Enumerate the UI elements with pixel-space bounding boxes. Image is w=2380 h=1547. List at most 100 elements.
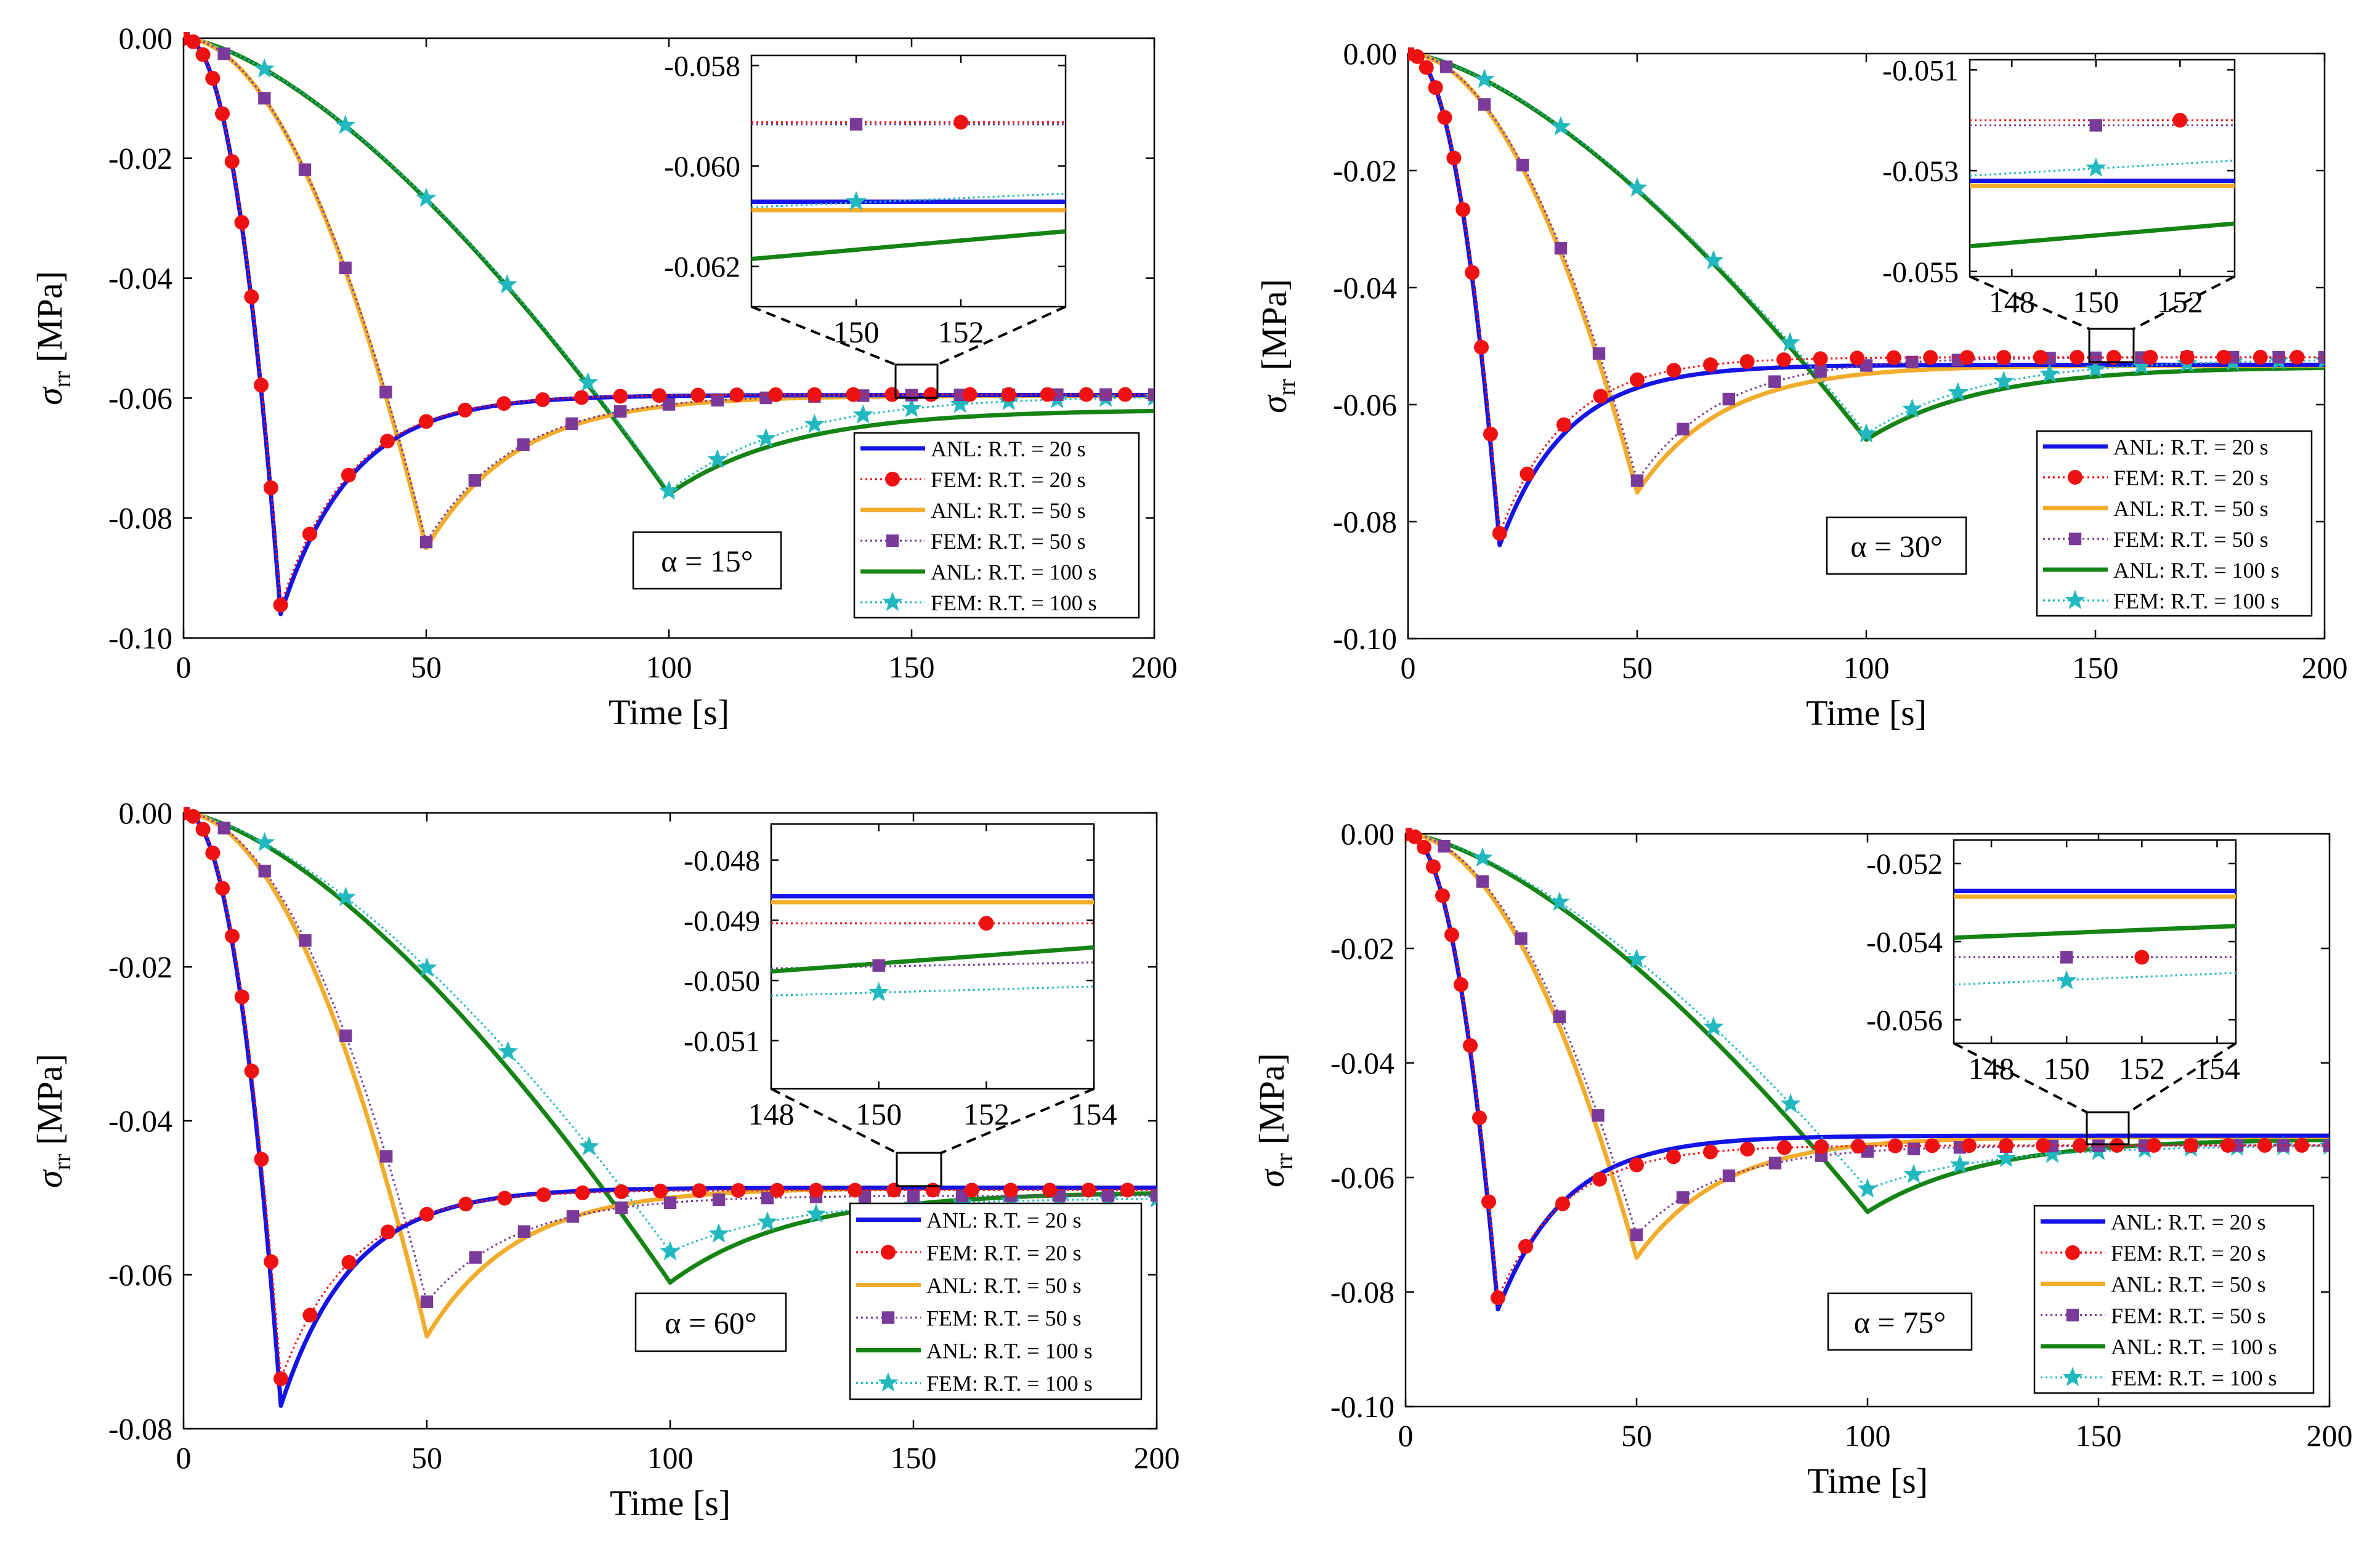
legend-label: ANL: R.T. = 100 s <box>2113 558 2280 583</box>
inset-data-point <box>2056 970 2077 990</box>
legend-box <box>2036 430 2313 617</box>
data-point <box>1666 363 1682 378</box>
data-point <box>302 1307 318 1323</box>
inset-y-tick-label: -0.052 <box>1866 848 1943 881</box>
data-point <box>1148 388 1154 401</box>
x-tick-label: 150 <box>2073 650 2119 685</box>
data-point <box>234 215 249 230</box>
data-point <box>2039 363 2060 383</box>
inset-plot: 150 152 -0.058 -0.060 -0.062 <box>664 50 1067 349</box>
data-point <box>1814 1139 1829 1154</box>
legend-marker <box>2065 1245 2080 1260</box>
legend: ANL: R.T. = 20 s FEM: R.T. = 20 s ANL: R.T… <box>853 432 1140 619</box>
data-point <box>566 1210 580 1223</box>
data-point <box>416 187 437 208</box>
zoom-connector <box>2133 275 2235 330</box>
data-point <box>1549 891 1570 911</box>
data-point <box>1776 352 1792 368</box>
legend-marker <box>886 534 899 547</box>
data-point <box>298 163 312 176</box>
x-tick-label: 100 <box>1845 1418 1891 1453</box>
data-point <box>379 434 395 449</box>
legend-label: FEM: R.T. = 50 s <box>2111 1303 2266 1328</box>
x-axis-label: Time [s] <box>1807 1461 1928 1501</box>
data-point <box>185 809 201 824</box>
data-point <box>690 387 706 403</box>
inset-data-point <box>979 916 994 931</box>
data-point <box>379 1150 393 1163</box>
series-line-3-anl <box>184 810 1157 1285</box>
y-tick-label: 0.00 <box>1341 817 1395 851</box>
data-point <box>1923 350 1938 365</box>
data-point <box>498 1041 519 1060</box>
legend-label: ANL: R.T. = 50 s <box>931 498 1086 523</box>
data-point <box>707 448 728 469</box>
data-point <box>1150 1189 1157 1202</box>
series-group <box>1406 828 2329 1312</box>
data-point <box>1407 829 1422 844</box>
inset-y-tick-label: -0.060 <box>664 151 740 184</box>
data-point <box>1409 49 1425 64</box>
data-point <box>1439 60 1453 73</box>
data-point <box>416 957 437 977</box>
data-point <box>1630 372 1645 387</box>
data-point <box>1444 927 1459 942</box>
data-point <box>1555 1196 1570 1211</box>
legend-label: FEM: R.T. = 100 s <box>2111 1366 2277 1391</box>
data-point <box>1903 1163 1924 1184</box>
inset-y-tick-label: -0.051 <box>684 1025 760 1058</box>
data-point <box>846 387 861 402</box>
inset-y-tick-label: -0.054 <box>1866 926 1943 959</box>
legend-label: FEM: R.T. = 20 s <box>926 1241 1082 1266</box>
data-point <box>217 47 230 60</box>
zoom-box <box>2086 1111 2130 1145</box>
legend-label: FEM: R.T. = 100 s <box>931 591 1097 615</box>
data-point <box>1003 1182 1018 1198</box>
inset-data-point <box>2086 157 2107 177</box>
data-point <box>1856 423 1877 443</box>
legend-label: FEM: R.T. = 100 s <box>926 1371 1093 1396</box>
series-line-1-fem <box>184 37 1154 606</box>
y-tick-label: -0.04 <box>1330 1046 1394 1080</box>
data-point <box>536 1187 551 1203</box>
zoom-connector <box>1969 275 2090 330</box>
data-point <box>807 387 822 402</box>
data-point <box>1040 387 1055 402</box>
x-tick-label: 200 <box>2307 1418 2353 1453</box>
data-point <box>1117 387 1133 402</box>
data-point <box>2147 1137 2161 1153</box>
data-point <box>1629 1157 1644 1173</box>
data-point <box>1779 332 1800 352</box>
data-point <box>712 1193 726 1206</box>
data-point <box>1474 68 1495 89</box>
data-point <box>1550 116 1571 135</box>
data-point <box>907 1189 920 1203</box>
annotation-label: α = 15° <box>661 544 753 578</box>
data-point <box>1906 355 1919 369</box>
data-point <box>1777 1140 1792 1155</box>
data-point <box>652 388 667 403</box>
series-group <box>1408 47 2325 547</box>
data-point <box>497 1190 512 1206</box>
inset-plot: 148 150 152 154 -0.052 -0.054 -0.056 <box>1866 839 2240 1086</box>
y-tick-label: 0.00 <box>119 796 173 830</box>
inset-x-tick-label: 154 <box>2194 1051 2240 1086</box>
data-point <box>244 1064 259 1079</box>
chart-panel-alpha-30: 0 50 100 150 200 0.00 -0.02 -0.04 -0.06 -0.08 -0.1… <box>1254 36 2348 733</box>
series-group <box>184 32 1154 616</box>
data-point <box>575 1185 590 1200</box>
data-point <box>1592 1171 1607 1187</box>
data-point <box>565 417 578 430</box>
data-point <box>535 392 551 408</box>
data-point <box>2179 350 2195 365</box>
data-point <box>1476 875 1489 888</box>
inset-line <box>751 229 1066 261</box>
data-point <box>886 1182 902 1198</box>
x-tick-label: 100 <box>647 1440 694 1475</box>
inset-y-tick-label: -0.048 <box>684 845 760 878</box>
series-line-3-fem <box>1408 52 2325 435</box>
inset-area <box>770 823 1095 1090</box>
data-point <box>1454 977 1468 992</box>
inset-x-tick-label: 152 <box>963 1097 1010 1131</box>
data-point <box>809 1182 824 1198</box>
